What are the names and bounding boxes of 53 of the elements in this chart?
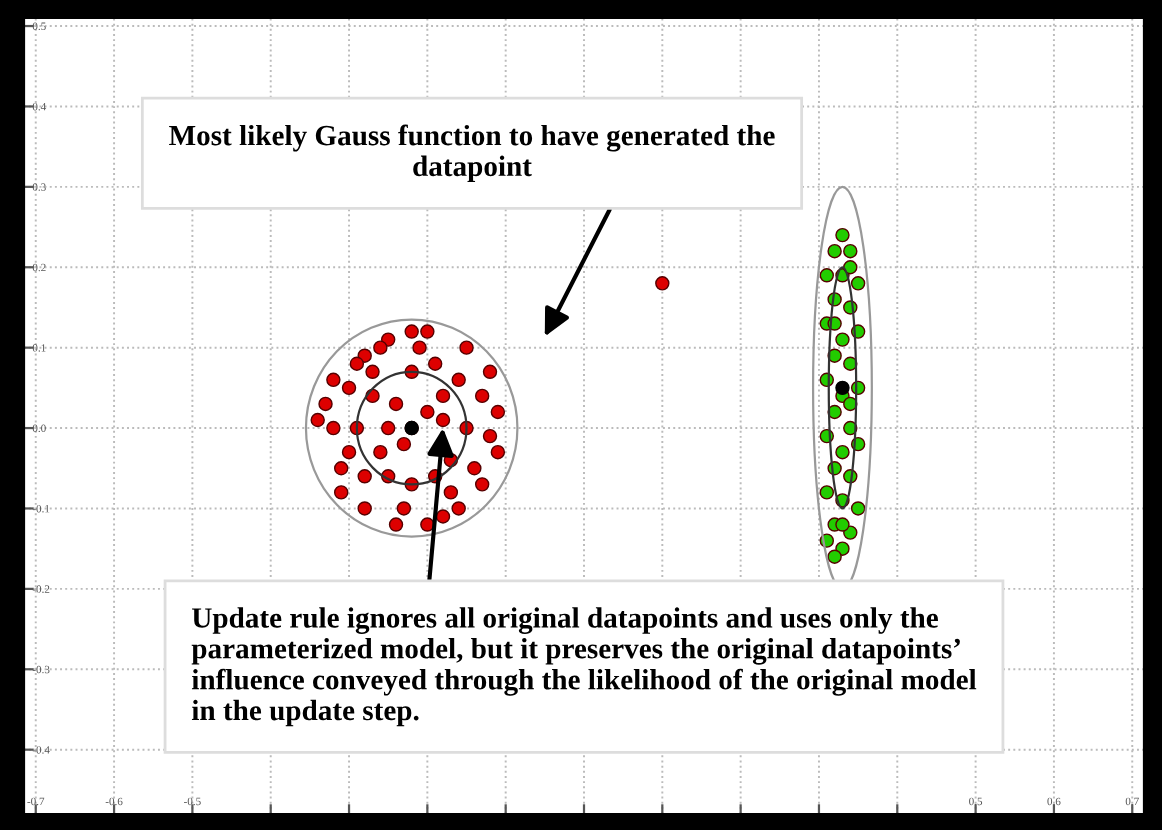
point [459, 340, 474, 355]
point [357, 501, 372, 516]
point [482, 428, 498, 444]
point [396, 501, 412, 516]
point [373, 340, 388, 355]
point [333, 485, 349, 500]
point [396, 436, 412, 452]
point [388, 396, 404, 412]
point [420, 324, 435, 339]
point [850, 501, 866, 516]
point [427, 356, 443, 371]
point [341, 380, 357, 396]
point [412, 340, 427, 355]
point [490, 444, 506, 460]
point [843, 243, 858, 259]
point [835, 444, 850, 460]
point [835, 517, 850, 532]
annotation: Update rule ignores all original datapoints and uses only the parameterized model, but it preserves the original datapoints’ influence conveyed through the likelihood of the original model in the update step. [191, 607, 977, 727]
point [467, 461, 482, 476]
point [365, 364, 380, 379]
point [404, 324, 419, 339]
point [850, 276, 866, 291]
point [388, 517, 404, 532]
point [827, 243, 842, 259]
point [326, 420, 341, 436]
point [435, 509, 451, 524]
point [435, 388, 451, 404]
point [349, 356, 365, 371]
point [451, 372, 466, 388]
point [655, 276, 670, 291]
point [373, 444, 388, 460]
point [326, 372, 341, 388]
point [341, 444, 357, 460]
point [451, 501, 466, 516]
point [474, 388, 490, 404]
point [835, 227, 850, 243]
point [310, 412, 325, 428]
point [819, 485, 835, 500]
point [490, 404, 506, 420]
point [420, 404, 435, 420]
point [357, 469, 372, 484]
point [482, 364, 498, 379]
point [435, 412, 451, 428]
point [333, 461, 349, 476]
point [318, 396, 333, 412]
point [835, 332, 850, 347]
annotation: Most likely Gauss function to have generated the datapoint [169, 124, 775, 183]
point [819, 268, 835, 283]
point [474, 477, 490, 492]
point [827, 549, 842, 564]
point [835, 380, 850, 396]
point [443, 485, 459, 500]
point [380, 420, 396, 436]
